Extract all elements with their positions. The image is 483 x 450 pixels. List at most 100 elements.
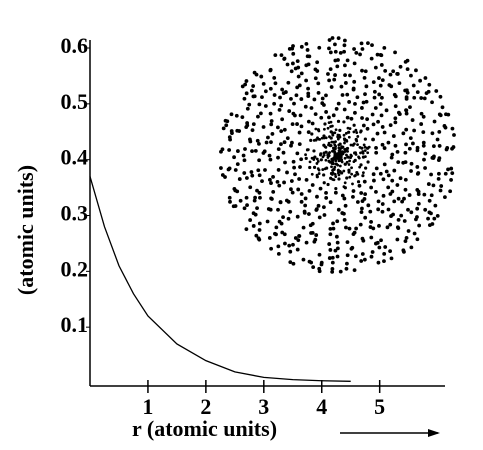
cloud-dot — [340, 158, 343, 162]
cloud-dot — [335, 246, 340, 251]
cloud-dot — [431, 144, 436, 149]
cloud-dot — [257, 158, 262, 163]
cloud-dot — [336, 101, 341, 106]
cloud-dot — [337, 146, 341, 150]
cloud-dot — [396, 217, 401, 222]
cloud-dot — [311, 265, 316, 270]
cloud-dot — [417, 223, 422, 228]
cloud-dot — [228, 199, 232, 204]
cloud-dot — [273, 53, 278, 57]
cloud-dot — [426, 182, 431, 186]
cloud-dot — [421, 140, 426, 145]
cloud-dot — [236, 149, 240, 153]
cloud-dot — [245, 176, 249, 180]
cloud-dot — [446, 167, 450, 172]
cloud-dot — [279, 129, 284, 134]
cloud-dot — [245, 203, 249, 208]
cloud-dot — [273, 231, 277, 236]
cloud-dot — [336, 163, 340, 167]
cloud-dot — [409, 73, 413, 78]
cloud-dot — [244, 227, 249, 232]
cloud-dot — [342, 49, 346, 54]
cloud-dot — [373, 106, 378, 110]
cloud-dot — [316, 81, 321, 86]
cloud-dot — [317, 129, 321, 133]
cloud-dot — [338, 135, 342, 139]
cloud-dot — [372, 178, 376, 183]
cloud-dot — [295, 122, 299, 126]
cloud-dot — [380, 125, 385, 129]
cloud-dot — [343, 156, 347, 160]
cloud-dot — [357, 183, 362, 188]
cloud-dot — [333, 73, 337, 77]
cloud-dot — [449, 178, 453, 182]
cloud-dot — [291, 44, 295, 48]
cloud-dot — [302, 209, 307, 214]
cloud-dot — [430, 155, 435, 160]
cloud-dot — [397, 112, 402, 117]
cloud-dot — [306, 91, 311, 96]
cloud-dot — [354, 128, 358, 132]
cloud-dot — [306, 119, 311, 124]
cloud-dot — [338, 164, 342, 168]
cloud-dot — [377, 223, 381, 228]
cloud-dot — [347, 226, 352, 231]
cloud-dot — [360, 252, 365, 256]
cloud-dot — [276, 251, 281, 256]
cloud-dot — [331, 178, 335, 181]
cloud-dot — [438, 188, 443, 193]
cloud-dot — [393, 143, 398, 148]
cloud-dot — [321, 205, 326, 210]
cloud-dot — [363, 192, 368, 197]
cloud-dot — [363, 137, 367, 141]
cloud-dot — [362, 76, 367, 80]
cloud-dot — [354, 153, 358, 156]
cloud-dot — [342, 169, 346, 173]
cloud-dot — [378, 102, 383, 106]
cloud-dot — [331, 133, 335, 137]
cloud-dot — [378, 171, 383, 176]
cloud-dot — [272, 93, 277, 97]
cloud-dot — [391, 212, 395, 217]
cloud-dot — [265, 219, 270, 224]
cloud-dot — [433, 203, 438, 208]
cloud-dot — [263, 168, 267, 172]
cloud-dot — [351, 87, 356, 92]
cloud-dot — [396, 160, 401, 165]
cloud-dot — [335, 240, 340, 245]
cloud-dot — [334, 128, 338, 132]
cloud-dot — [304, 41, 309, 46]
cloud-dot — [361, 171, 365, 175]
cloud-dot — [328, 67, 333, 72]
cloud-dot — [253, 195, 257, 200]
cloud-dot — [348, 159, 352, 163]
cloud-dot — [260, 179, 264, 184]
cloud-dot — [336, 58, 340, 62]
cloud-dot — [251, 84, 256, 88]
cloud-dot — [303, 196, 308, 201]
cloud-dot — [278, 200, 283, 205]
cloud-dot — [415, 237, 420, 242]
cloud-dot — [280, 87, 285, 92]
cloud-dot — [352, 268, 357, 273]
cloud-dot — [416, 192, 421, 197]
cloud-dot — [359, 41, 364, 46]
cloud-dot — [361, 100, 366, 105]
cloud-dot — [419, 96, 424, 100]
cloud-dot — [252, 198, 257, 203]
cloud-dot — [374, 190, 378, 194]
cloud-dot — [371, 137, 375, 142]
cloud-dot — [353, 254, 358, 259]
cloud-dot — [303, 104, 308, 109]
cloud-dot — [356, 143, 359, 147]
electron-cloud — [219, 36, 456, 274]
cloud-dot — [309, 231, 313, 235]
cloud-dot — [305, 48, 310, 52]
cloud-dot — [406, 207, 410, 212]
cloud-dot — [333, 190, 338, 195]
cloud-dot — [347, 135, 351, 139]
cloud-dot — [432, 216, 437, 221]
cloud-dot — [416, 171, 421, 175]
cloud-dot — [353, 174, 357, 178]
